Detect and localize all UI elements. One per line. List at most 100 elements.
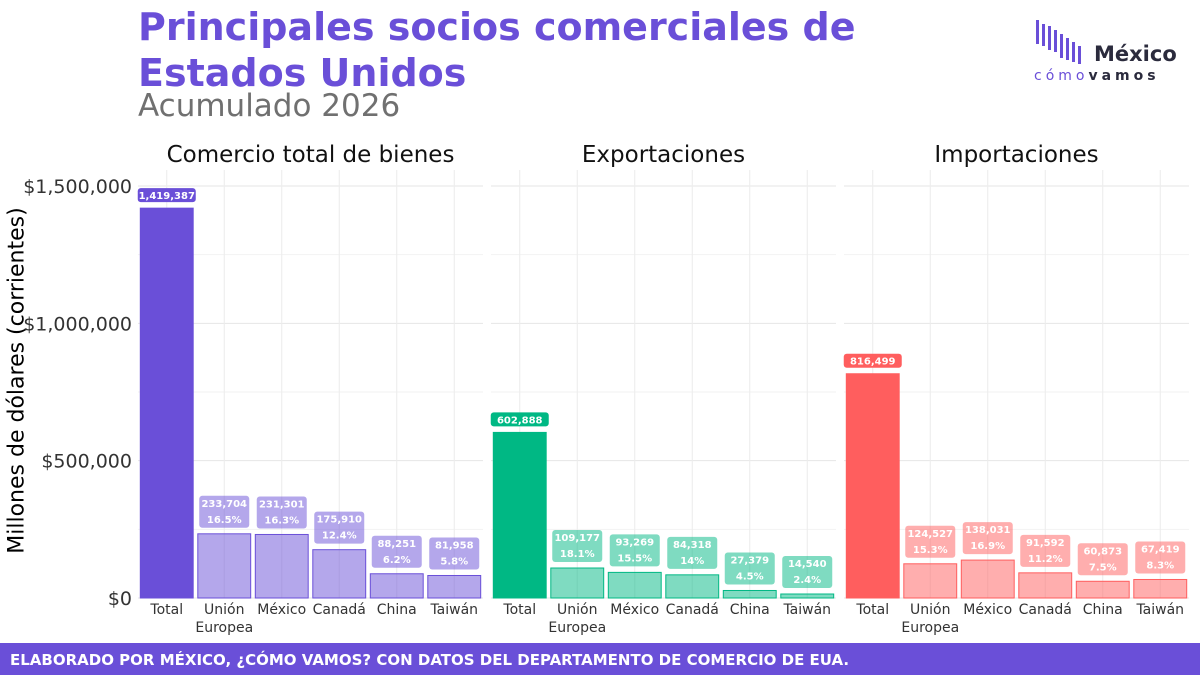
- data-label-box: [905, 525, 956, 558]
- data-label-value: 231,301: [259, 499, 305, 510]
- bar: [845, 373, 900, 599]
- x-tick-label: Europea: [195, 620, 253, 636]
- data-label-value: 88,251: [377, 539, 416, 550]
- data-label-value: 14,540: [788, 559, 827, 570]
- bar: [903, 563, 958, 599]
- logo-bars-icon: [1036, 20, 1081, 64]
- bar: [1075, 580, 1130, 599]
- data-label-value: 1,419,387: [139, 191, 195, 202]
- x-tick-label: Unión: [557, 602, 597, 618]
- data-label-box: [552, 530, 603, 563]
- data-label-value: 602,888: [497, 415, 543, 426]
- x-tick-label: China: [730, 602, 770, 618]
- data-label-share: 11.2%: [1028, 554, 1063, 565]
- panel-title: Importaciones: [934, 142, 1098, 168]
- bar: [550, 567, 605, 599]
- data-label-share: 8.3%: [1146, 560, 1174, 571]
- data-label-box: [724, 552, 775, 585]
- data-label-value: 233,704: [201, 499, 247, 510]
- chart-title: Principales socios comerciales de Estado…: [138, 5, 856, 95]
- data-label-box: [199, 495, 250, 528]
- data-label-box: [843, 353, 902, 368]
- x-tick-label: México: [610, 602, 659, 618]
- y-tick-label: $500,000: [41, 451, 132, 473]
- logo-word: México: [1094, 42, 1177, 66]
- data-label-value: 93,269: [615, 537, 654, 548]
- x-tick-label: Total: [149, 602, 183, 618]
- bar: [139, 207, 194, 599]
- x-tick-label: Taiwán: [1135, 602, 1184, 618]
- bar: [197, 533, 252, 599]
- data-label-share: 16.3%: [264, 515, 299, 526]
- bar: [665, 574, 720, 599]
- data-label-box: [1077, 543, 1128, 576]
- bar: [254, 533, 309, 599]
- data-label-box: [782, 556, 833, 589]
- data-label-box: [962, 522, 1013, 555]
- data-label-value: 175,910: [316, 515, 362, 526]
- chart-subtitle: Acumulado 2026: [138, 88, 401, 124]
- data-label-share: 5.8%: [440, 556, 468, 567]
- data-label-value: 67,419: [1141, 544, 1180, 555]
- bar: [312, 549, 367, 599]
- data-label-share: 12.4%: [322, 531, 357, 542]
- data-label-share: 7.5%: [1089, 562, 1117, 573]
- x-tick-label: China: [377, 602, 417, 618]
- bar: [722, 589, 777, 599]
- footer-source: ELABORADO POR MÉXICO, ¿CÓMO VAMOS? CON D…: [10, 651, 850, 669]
- data-label-value: 81,958: [435, 540, 474, 551]
- data-label-box: [137, 188, 196, 203]
- data-label-share: 6.2%: [383, 555, 411, 566]
- x-tick-label: Unión: [910, 602, 950, 618]
- data-label-box: [1135, 541, 1186, 574]
- y-tick-label: $0: [108, 588, 132, 610]
- x-tick-label: Total: [502, 602, 536, 618]
- logo-tagline-prefix: cómo: [1034, 68, 1089, 84]
- bar: [427, 574, 482, 599]
- data-label-value: 91,592: [1026, 538, 1065, 549]
- data-label-share: 15.5%: [617, 553, 652, 564]
- data-label-share: 15.3%: [913, 545, 948, 556]
- data-label-value: 816,499: [850, 357, 896, 368]
- data-label-share: 14%: [680, 556, 704, 567]
- x-tick-label: Europea: [901, 620, 959, 636]
- data-label-share: 16.5%: [207, 515, 242, 526]
- data-label-box: [314, 511, 365, 544]
- bar: [369, 573, 424, 599]
- bar: [1133, 578, 1188, 599]
- data-label-value: 27,379: [730, 555, 769, 566]
- y-tick-label: $1,500,000: [23, 176, 132, 198]
- x-tick-label: Unión: [204, 602, 244, 618]
- x-tick-label: Taiwán: [429, 602, 478, 618]
- data-label-box: [609, 534, 660, 567]
- bar: [492, 431, 547, 599]
- data-label-share: 2.4%: [793, 575, 821, 586]
- x-tick-label: China: [1083, 602, 1123, 618]
- x-tick-label: Canadá: [666, 602, 719, 618]
- footer-bar: ELABORADO POR MÉXICO, ¿CÓMO VAMOS? CON D…: [0, 643, 1200, 675]
- bar: [607, 571, 662, 599]
- x-tick-label: Europea: [548, 620, 606, 636]
- panel-title: Exportaciones: [582, 142, 745, 168]
- x-tick-label: México: [257, 602, 306, 618]
- logo-tagline-bold: vamos: [1088, 68, 1160, 84]
- logo-tagline: cómovamos: [1034, 68, 1160, 84]
- data-label-value: 138,031: [965, 525, 1011, 536]
- data-label-value: 109,177: [554, 533, 600, 544]
- y-tick-label: $1,000,000: [23, 313, 132, 335]
- data-label-box: [667, 536, 718, 569]
- data-label-share: 18.1%: [560, 549, 595, 560]
- data-label-box: [490, 412, 549, 427]
- bar: [1018, 572, 1073, 599]
- data-label-box: [1020, 534, 1071, 567]
- x-tick-label: Canadá: [313, 602, 366, 618]
- data-label-box: [429, 537, 480, 570]
- data-label-value: 124,527: [907, 529, 953, 540]
- bar: [780, 593, 835, 599]
- x-tick-label: Total: [855, 602, 889, 618]
- x-tick-label: Canadá: [1019, 602, 1072, 618]
- bar: [960, 559, 1015, 599]
- data-label-box: [256, 496, 307, 529]
- data-label-share: 16.9%: [970, 541, 1005, 552]
